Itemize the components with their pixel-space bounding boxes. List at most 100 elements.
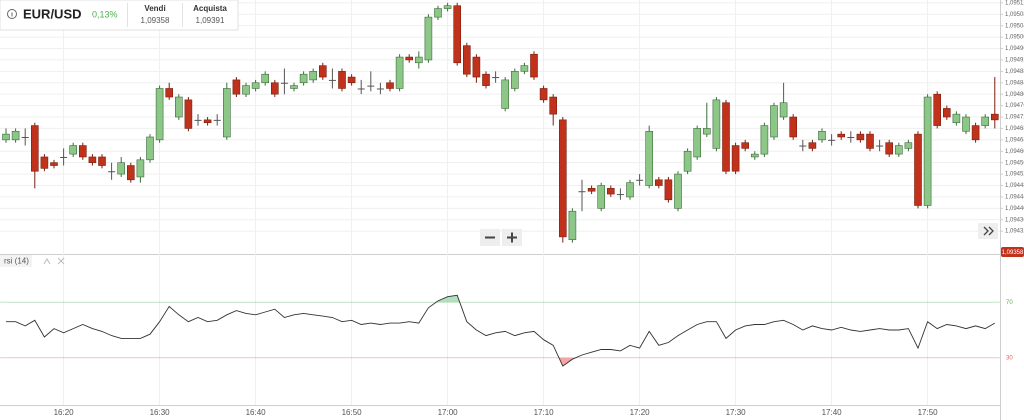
candle-body [636,179,644,181]
candle-body [376,88,384,90]
chevron-icon [983,226,989,236]
candle-body [155,88,164,141]
y-tick-label: 1,09500 [1005,35,1024,41]
candle-body [232,79,241,95]
candle-body [165,88,173,98]
candle-body [799,145,807,147]
candle-body [674,173,682,209]
change: 0,13% [92,9,118,19]
close-icon [57,257,65,265]
candle-body [280,82,288,84]
candle-body [453,5,462,64]
candle-body [539,88,548,101]
y-tick-label: 1,09444 [1005,194,1024,200]
candle-body [530,53,538,78]
up-icon[interactable] [43,258,51,265]
candle-body [818,130,826,141]
buy-label: Acquista [193,4,227,13]
candle-body [443,5,452,9]
candle-body [261,73,270,84]
info-icon[interactable] [7,9,17,19]
candle-body [722,102,730,172]
candle-body [770,105,778,138]
candle-body [789,116,798,138]
candle-body [933,93,942,126]
x-tick-label: 16:20 [54,408,75,417]
sell-label: Vendi [144,4,165,13]
indicator-tag[interactable] [0,255,32,267]
x-tick-label: 17:30 [726,408,747,417]
candle-body [175,96,183,118]
candle-body [971,125,980,141]
candle-body [501,79,510,109]
candle-body [223,88,231,138]
y-tick-label: 1,09484 [1005,80,1024,86]
candle-body [79,145,87,158]
candle-body [2,133,10,141]
y-tick-label: 1,09448 [1005,183,1024,189]
y-tick-label: 1,09436 [1005,217,1024,223]
candle-body [866,133,874,149]
buy-price[interactable]: 1,09391 [196,16,225,25]
candle-body [40,156,49,169]
candle-body [299,73,308,84]
candle-body [117,162,125,175]
candle-body [472,56,481,78]
candle-body [88,156,97,163]
candle-body [414,56,423,64]
y-tick-label: 1,09504 [1005,23,1024,29]
candle-body [942,108,951,118]
x-tick-label: 16:40 [246,408,267,417]
candle-body [731,145,740,172]
candle-body [837,133,846,138]
candle-body [962,116,970,132]
candle-body [645,130,654,186]
candle-body [395,56,404,89]
candle-body [367,85,375,87]
symbol: EUR/USD [23,6,82,21]
candle-body [318,65,327,78]
y-tick-label: 1,09476 [1005,103,1024,109]
candle-body [952,113,961,124]
candle-body [990,113,999,121]
candle-body [520,65,529,72]
candle-body [492,77,500,79]
candle-body [626,182,634,198]
candle-body [876,145,884,147]
candle-body [683,150,692,172]
candle-body [904,142,913,149]
candle-body [270,82,279,95]
candle-body [587,188,596,192]
zoom-controls [480,223,998,246]
candle-body [597,185,606,209]
candle-body [242,85,250,95]
candle-body [558,119,567,238]
candle-body [184,99,193,129]
x-tick-label: 17:40 [822,408,843,417]
y-tick-label: 1,09512 [1005,0,1024,6]
x-tick-label: 16:30 [150,408,171,417]
candle-body [108,171,116,173]
price-badge [1001,247,1024,257]
candle-body [69,145,77,155]
y-tick-label: 1,09492 [1005,58,1024,64]
candle-body [50,162,58,166]
candle-body [510,71,519,89]
x-tick-label: 17:10 [534,408,555,417]
candle-body [885,142,894,155]
candle-body [741,142,750,149]
candle-body [568,210,577,241]
candle-body [606,188,615,195]
candle-body [828,139,836,141]
candle-body [750,153,759,158]
candle-body [136,159,145,178]
x-tick-label: 17:20 [630,408,651,417]
candle-body [405,56,414,61]
sell-price[interactable]: 1,09358 [141,16,170,25]
candle-body [981,116,990,126]
candle-body [712,99,721,149]
candle-body [693,128,702,158]
info-box: EUR/USD 0,13% Vendi 1,09358 Acquista 1,0… [0,0,239,31]
chevron-icon [988,226,994,236]
candle-body [462,45,471,75]
